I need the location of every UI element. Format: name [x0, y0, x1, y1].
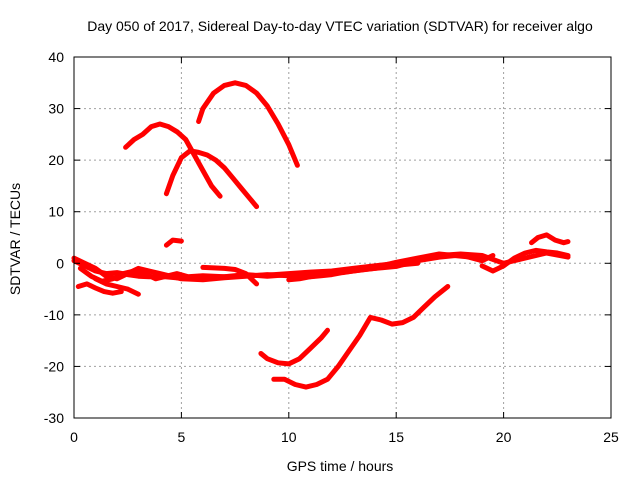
tick-labels: 0 5 10 15 20 25 -30 -20 -10 0 10 20 30 40: [44, 49, 619, 445]
x-tick-label: 5: [178, 429, 186, 445]
series-arc-main-d: [286, 260, 421, 283]
chart-title: Day 050 of 2017, Sidereal Day-to-day VTE…: [87, 18, 593, 34]
y-tick-label: 10: [48, 204, 64, 220]
y-tick-label: 20: [48, 152, 64, 168]
series-arc-neg-24: [271, 284, 451, 390]
x-tick-label: 20: [496, 429, 512, 445]
series-arc-late-bump: [529, 232, 571, 246]
series-arc-hump-22: [163, 148, 260, 210]
x-tick-label: 10: [281, 429, 297, 445]
series-arc-hump-27: [123, 121, 223, 199]
series-arc-low-left-a: [75, 281, 124, 296]
series-arc-main-c: [77, 251, 485, 284]
y-tick-label: 0: [56, 255, 64, 271]
y-tick-label: -30: [44, 410, 64, 426]
series-layer: [71, 80, 571, 390]
x-tick-label: 0: [70, 429, 78, 445]
y-tick-label: -10: [44, 307, 64, 323]
y-axis-label: SDTVAR / TECUs: [7, 183, 23, 295]
series-arc-small-blip: [163, 237, 184, 248]
grid: [74, 57, 611, 418]
series-arc-hump-35: [196, 80, 300, 168]
y-tick-label: 30: [48, 101, 64, 117]
plot-frame: [73, 56, 612, 419]
y-tick-label: 40: [48, 49, 64, 65]
series-arc-main-e: [200, 264, 260, 287]
y-tick-label: -20: [44, 358, 64, 374]
series-arc-late-a: [479, 247, 571, 274]
x-tick-label: 15: [388, 429, 404, 445]
x-tick-label: 25: [603, 429, 619, 445]
series-arc-low-left-b: [93, 276, 141, 297]
series-arc-neg-20: [258, 327, 330, 367]
x-axis-label: GPS time / hours: [287, 458, 394, 474]
ticks: [73, 56, 612, 419]
